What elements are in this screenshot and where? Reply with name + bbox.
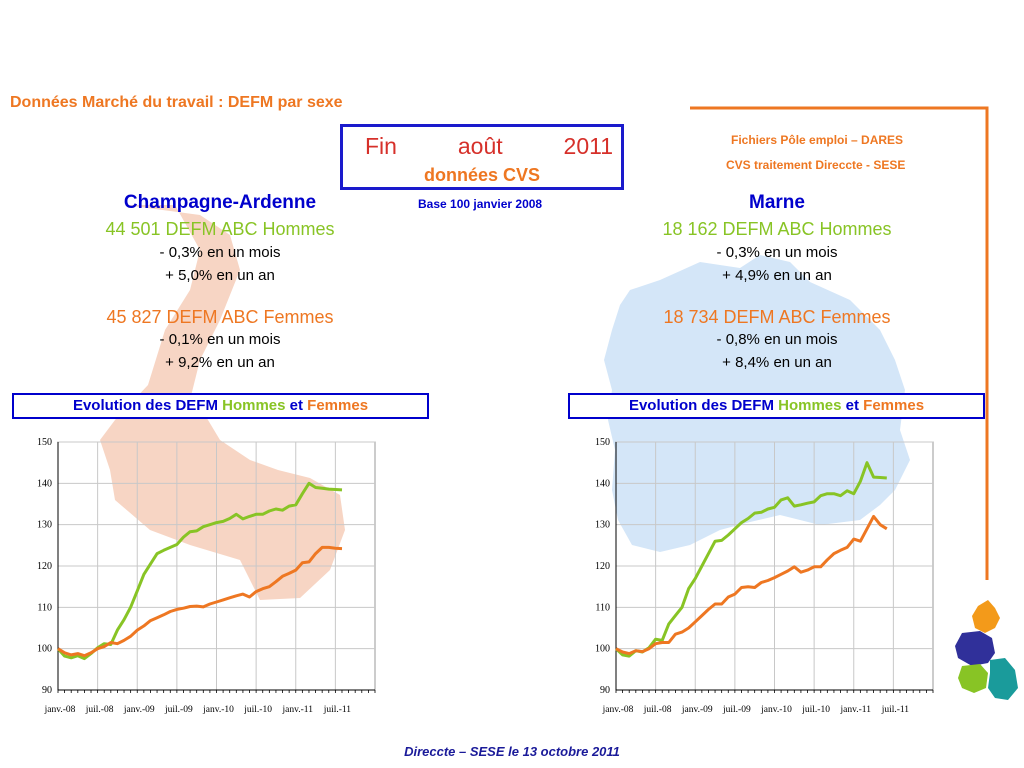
y-tick-label: 110: [595, 602, 610, 613]
source-line-2: CVS traitement Direccte - SESE: [726, 158, 906, 172]
evolution-and: et: [841, 397, 864, 414]
right-women-total: 18 734 DEFM ABC Femmes: [663, 307, 891, 327]
x-tick-label: janv.-08: [602, 705, 634, 715]
series-line-femmes: [615, 514, 888, 656]
source-line-1: Fichiers Pôle emploi – DARES: [731, 133, 904, 147]
right-line-chart: 90 100 110 120 130 140 150 janv.-08 juil.-08 janv…: [595, 437, 934, 715]
evolution-and: et: [285, 397, 308, 414]
left-women-year: + 9,2% en un an: [165, 354, 275, 371]
left-men-month: - 0,3% en un mois: [159, 244, 281, 261]
left-line-chart: 90 100 110 120 130 140 150 janv.-08 juil.-08 janv…: [37, 437, 376, 715]
y-tick-label: 120: [37, 561, 52, 572]
y-tick-label: 90: [600, 685, 610, 696]
left-men-year: + 5,0% en un an: [165, 267, 275, 284]
x-tick-label: janv.-08: [44, 705, 76, 715]
x-tick-label: janv.-09: [123, 705, 155, 715]
x-tick-label: juil.-10: [801, 705, 830, 715]
x-tick-label: juil.-09: [164, 705, 193, 715]
series-line-hommes: [56, 481, 343, 661]
left-evolution-caption: Evolution des DEFM Hommes et Femmes: [12, 393, 429, 419]
year-label: 2011: [563, 133, 613, 159]
y-tick-label: 100: [595, 644, 610, 655]
right-region-name: Marne: [749, 192, 805, 213]
x-tick-label: janv.-11: [282, 705, 314, 715]
right-women-year: + 8,4% en un an: [722, 354, 832, 371]
footer-text: Direccte – SESE le 13 octobre 2011: [404, 744, 620, 759]
y-tick-label: 130: [37, 520, 52, 531]
right-men-year: + 4,9% en un an: [722, 267, 832, 284]
right-evolution-caption: Evolution des DEFM Hommes et Femmes: [568, 393, 985, 419]
left-women-month: - 0,1% en un mois: [159, 331, 281, 348]
evolution-men: Hommes: [222, 397, 286, 414]
y-tick-label: 150: [595, 437, 610, 448]
x-tick-label: juil.-11: [881, 705, 910, 715]
orange-bracket: [690, 106, 989, 580]
y-tick-label: 100: [37, 644, 52, 655]
region-logo-icon: [955, 600, 1018, 700]
y-tick-label: 90: [42, 685, 52, 696]
x-tick-label: juil.-09: [722, 705, 751, 715]
fin-label: Fin: [365, 133, 397, 159]
left-region-map: [100, 205, 345, 600]
x-tick-label: juil.-08: [85, 705, 114, 715]
right-men-total: 18 162 DEFM ABC Hommes: [662, 219, 892, 239]
base-label: Base 100 janvier 2008: [418, 197, 543, 211]
series-line-hommes: [614, 461, 887, 658]
y-tick-label: 120: [595, 561, 610, 572]
y-tick-label: 130: [595, 520, 610, 531]
evolution-women: Femmes: [307, 397, 369, 414]
month-label: août: [457, 133, 503, 159]
left-region-name: Champagne-Ardenne: [123, 192, 317, 213]
page-title: Données Marché du travail : DEFM par sex…: [10, 94, 343, 111]
x-tick-label: janv.-10: [760, 705, 792, 715]
series-line-femmes: [57, 545, 343, 658]
period-box: Fin août 2011 données CVS: [340, 124, 624, 190]
evolution-prefix: Evolution des DEFM: [72, 397, 223, 414]
cvs-label: données CVS: [423, 165, 541, 185]
x-tick-label: janv.-09: [681, 705, 713, 715]
x-tick-label: juil.-11: [323, 705, 352, 715]
x-tick-label: janv.-10: [202, 705, 234, 715]
y-tick-label: 140: [595, 478, 610, 489]
right-women-month: - 0,8% en un mois: [716, 331, 838, 348]
evolution-prefix: Evolution des DEFM: [628, 397, 779, 414]
y-tick-label: 140: [37, 478, 52, 489]
evolution-men: Hommes: [778, 397, 842, 414]
y-tick-label: 150: [37, 437, 52, 448]
y-tick-label: 110: [37, 602, 52, 613]
evolution-women: Femmes: [863, 397, 925, 414]
right-men-month: - 0,3% en un mois: [716, 244, 838, 261]
period-line: Fin août 2011: [343, 133, 621, 160]
x-tick-label: janv.-11: [840, 705, 872, 715]
x-tick-label: juil.-10: [243, 705, 272, 715]
left-men-total: 44 501 DEFM ABC Hommes: [105, 219, 335, 239]
x-tick-label: juil.-08: [643, 705, 672, 715]
left-women-total: 45 827 DEFM ABC Femmes: [106, 307, 334, 327]
